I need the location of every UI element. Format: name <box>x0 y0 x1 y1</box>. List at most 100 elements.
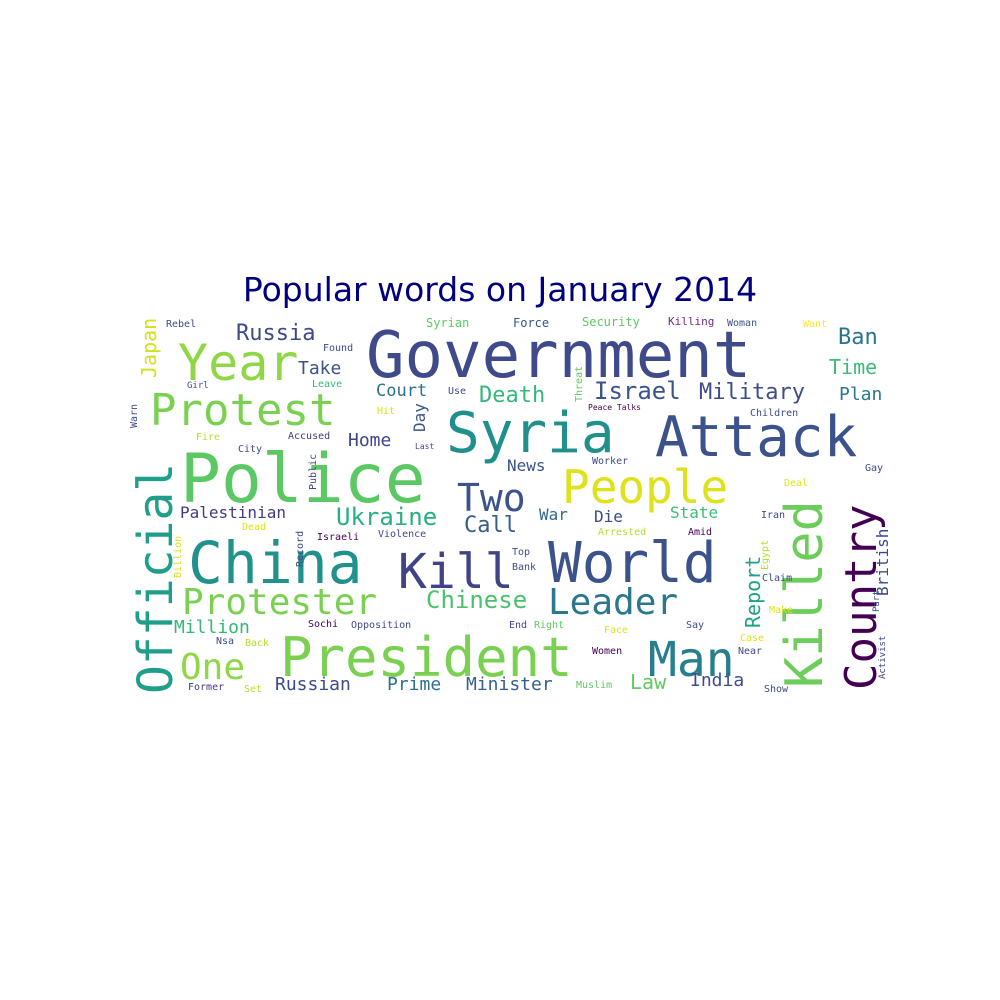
word-say: Say <box>686 620 704 631</box>
word-report: Report <box>741 556 765 628</box>
word-show: Show <box>764 684 789 695</box>
word-court: Court <box>376 381 427 401</box>
word-woman: Woman <box>727 318 757 329</box>
word-official: Official <box>128 463 184 694</box>
word-home: Home <box>348 430 391 451</box>
word-ban: Ban <box>838 325 878 350</box>
word-state: State <box>670 503 718 522</box>
word-time: Time <box>829 355 877 379</box>
word-right: Right <box>534 620 564 631</box>
word-day: Day <box>410 403 429 432</box>
word-make: Make <box>769 605 793 616</box>
word-kill: Kill <box>398 544 514 600</box>
word-india: India <box>690 670 744 691</box>
word-china: China <box>188 529 363 597</box>
word-people: People <box>562 460 728 514</box>
word-british: British <box>873 529 892 596</box>
word-country: Country <box>836 505 887 690</box>
word-ukraine: Ukraine <box>336 503 437 531</box>
word-end: End <box>509 620 527 631</box>
word-top: Top <box>512 547 530 558</box>
word-case: Case <box>740 633 764 644</box>
word-japan: Japan <box>137 318 161 378</box>
word-near: Near <box>738 646 762 657</box>
word-bank: Bank <box>512 562 536 573</box>
word-nsa: Nsa <box>216 636 234 647</box>
word-russia: Russia <box>236 321 315 346</box>
word-use: Use <box>448 386 466 397</box>
word-billion: Billion <box>173 536 184 578</box>
chart-title: Popular words on January 2014 <box>242 270 758 309</box>
word-security: Security <box>582 315 640 329</box>
word-worker: Worker <box>592 456 628 467</box>
word-take: Take <box>298 358 341 379</box>
word-israeli: Israeli <box>317 532 359 543</box>
word-syria: Syria <box>446 401 615 466</box>
word-force: Force <box>513 316 549 330</box>
word-law: Law <box>630 670 667 694</box>
word-prime: Prime <box>387 674 441 695</box>
word-muslim: Muslim <box>576 680 612 691</box>
word-one: One <box>180 647 245 688</box>
word-protester: Protester <box>182 582 377 623</box>
word-warn: Warn <box>129 404 140 428</box>
word-children: Children <box>750 408 798 419</box>
word-military: Military <box>699 380 805 405</box>
word-accused: Accused <box>288 431 330 442</box>
word-peace-talks: Peace Talks <box>588 403 641 412</box>
word-minister: Minister <box>466 674 553 695</box>
word-women: Women <box>592 646 622 657</box>
word-public: Public <box>308 454 319 490</box>
word-found: Found <box>323 343 353 354</box>
word-killing: Killing <box>668 315 714 328</box>
word-back: Back <box>245 638 269 649</box>
word-killed: Killed <box>775 500 835 688</box>
word-threat: Threat <box>574 366 585 402</box>
word-deal: Deal <box>784 478 808 489</box>
word-face: Face <box>604 625 628 636</box>
word-world: World <box>548 531 717 596</box>
word-want: Want <box>803 319 827 330</box>
word-attack: Attack <box>655 405 857 470</box>
word-war: War <box>539 505 568 524</box>
word-fire: Fire <box>196 432 220 443</box>
word-opposition: Opposition <box>351 620 411 631</box>
word-die: Die <box>594 507 623 526</box>
word-plan: Plan <box>839 384 882 405</box>
word-syrian: Syrian <box>426 316 469 330</box>
word-news: News <box>507 456 546 475</box>
word-call: Call <box>464 513 517 538</box>
word-protest: Protest <box>150 385 335 436</box>
word-sochi: Sochi <box>308 619 338 630</box>
word-hit: Hit <box>377 406 395 417</box>
word-police: Police <box>180 440 426 519</box>
word-record: Record <box>295 531 306 567</box>
word-city: City <box>238 444 262 455</box>
word-government: Government <box>366 319 751 393</box>
word-egypt: Egypt <box>760 540 771 570</box>
word-set: Set <box>244 684 262 695</box>
word-claim: Claim <box>762 573 792 584</box>
word-iran: Iran <box>761 510 785 521</box>
word-leave: Leave <box>312 379 342 390</box>
word-violence: Violence <box>378 529 426 540</box>
word-gay: Gay <box>865 463 883 474</box>
word-arrested: Arrested <box>598 527 646 538</box>
word-former: Former <box>188 682 224 693</box>
word-chinese: Chinese <box>426 586 527 614</box>
word-palestinian: Palestinian <box>180 503 286 522</box>
word-israel: Israel <box>594 377 681 405</box>
word-dead: Dead <box>242 522 266 533</box>
word-two: Two <box>457 476 526 520</box>
word-man: Man <box>648 632 735 688</box>
word-year: Year <box>178 334 298 392</box>
word-amid: Amid <box>688 527 712 538</box>
word-rebel: Rebel <box>166 319 196 330</box>
word-president: President <box>280 626 573 689</box>
word-girl: Girl <box>187 381 209 391</box>
word-leader: Leader <box>548 582 678 623</box>
word-last: Last <box>415 442 434 451</box>
word-russian: Russian <box>275 674 351 695</box>
